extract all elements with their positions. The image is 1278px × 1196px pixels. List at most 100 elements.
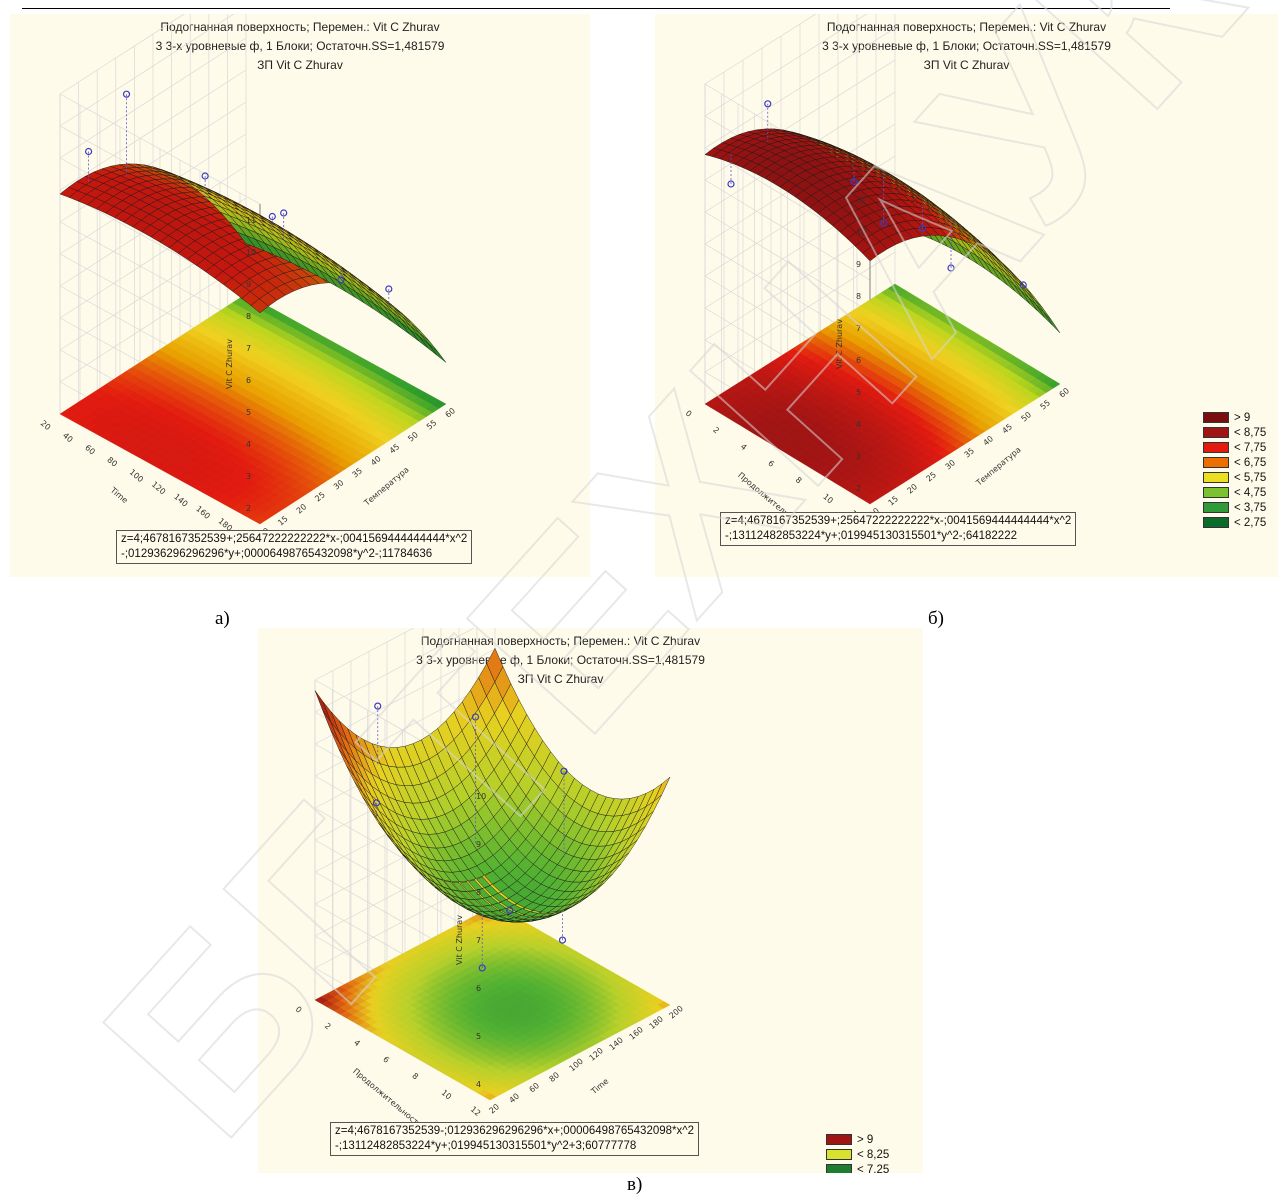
equation-box-c: z=4;4678167352539-;012936296296296*x+;00… bbox=[330, 1122, 700, 1156]
z-tick-label: 11 bbox=[856, 196, 866, 205]
legend-label: < 4,75 bbox=[1234, 486, 1267, 499]
observed-points bbox=[84, 90, 393, 304]
z-tick-label: 2 bbox=[246, 504, 251, 513]
floor-contour bbox=[59, 293, 447, 525]
x-tick-label: 25 bbox=[313, 490, 327, 503]
legend-entry: < 2,75 bbox=[1203, 515, 1266, 530]
y-axis-label: Time bbox=[108, 485, 130, 505]
legend-label: > 9 bbox=[1234, 411, 1251, 424]
x-tick-label: 60 bbox=[444, 406, 458, 419]
z-tick-label: 9 bbox=[476, 840, 481, 849]
legend-swatch bbox=[1203, 502, 1229, 513]
data-point bbox=[201, 172, 209, 180]
data-point bbox=[374, 702, 382, 710]
chart-panel-c: Подогнанная поверхность; Перемен.: Vit C… bbox=[258, 628, 923, 1173]
y-tick-label: 2 bbox=[323, 1021, 333, 1031]
x-tick-label: 35 bbox=[963, 446, 977, 459]
legend-entry: > 9 bbox=[1203, 410, 1266, 425]
x-tick-label: 55 bbox=[425, 418, 439, 431]
x-tick-label: 45 bbox=[1001, 422, 1015, 435]
surface bbox=[704, 128, 1061, 334]
y-tick-label: 40 bbox=[61, 431, 75, 444]
y-tick-label: 0 bbox=[684, 409, 694, 419]
x-tick-label: 25 bbox=[925, 470, 939, 483]
legend-entry: < 6,75 bbox=[1203, 455, 1266, 470]
legend-label: > 9 bbox=[857, 1133, 874, 1146]
y-tick-label: 60 bbox=[83, 443, 97, 456]
z-tick-label: 4 bbox=[476, 1080, 481, 1089]
surface-cell bbox=[428, 343, 447, 363]
data-point bbox=[268, 212, 276, 221]
legend-label: < 8,25 bbox=[857, 1148, 890, 1161]
data-point bbox=[506, 906, 514, 914]
caption-c: в) bbox=[627, 1174, 643, 1195]
x-tick-label: 80 bbox=[548, 1070, 562, 1083]
z-tick-label: 8 bbox=[856, 292, 861, 301]
z-tick-label: 10 bbox=[246, 248, 256, 257]
x-tick-label: 45 bbox=[388, 442, 402, 455]
x-tick-label: 20 bbox=[906, 482, 920, 495]
equation-box-a: z=4;4678167352539+;25647222222222*x-;004… bbox=[116, 530, 473, 564]
y-tick-label: 6 bbox=[766, 459, 776, 469]
y-tick-label: 8 bbox=[794, 475, 804, 485]
surface-plot-b: 2345678910111015202530354045505560024681… bbox=[684, 14, 1071, 534]
data-point bbox=[727, 180, 735, 188]
z-tick-label: 10 bbox=[476, 792, 486, 801]
legend-entry: < 8,25 bbox=[826, 1147, 889, 1162]
legend-swatch bbox=[1203, 412, 1229, 423]
legend-swatch bbox=[826, 1134, 852, 1145]
z-tick-label: 8 bbox=[476, 888, 481, 897]
y-tick-label: 160 bbox=[194, 504, 211, 521]
x-tick-label: 40 bbox=[982, 434, 996, 447]
top-rule bbox=[22, 8, 1170, 9]
equation-b-line-1: z=4;4678167352539+;25647222222222*x-;004… bbox=[725, 515, 1072, 527]
x-tick-label: 55 bbox=[1039, 398, 1053, 411]
z-tick-label: 5 bbox=[856, 388, 861, 397]
legend-label: < 5,75 bbox=[1234, 471, 1267, 484]
data-point bbox=[850, 178, 858, 186]
z-tick-label: 5 bbox=[476, 1032, 481, 1041]
z-tick-label: 4 bbox=[856, 420, 861, 429]
x-tick-label: 50 bbox=[1020, 410, 1034, 423]
y-tick-label: 20 bbox=[39, 419, 53, 432]
legend-swatch bbox=[1203, 442, 1229, 453]
legend-label: < 7,75 bbox=[1234, 441, 1267, 454]
data-point bbox=[372, 799, 381, 807]
x-tick-label: 30 bbox=[332, 478, 346, 491]
legend-swatch bbox=[1203, 472, 1229, 483]
y-tick-label: 8 bbox=[410, 1071, 420, 1081]
y-tick-label: 4 bbox=[352, 1038, 362, 1048]
z-axis-label: Vit C Zhurav bbox=[455, 915, 464, 965]
equation-c-line-2: -;13112482853224*y+;019945130315501*y^2+… bbox=[335, 1140, 637, 1152]
data-point bbox=[764, 100, 772, 108]
z-axis-label: Vit C Zhurav bbox=[835, 319, 844, 369]
x-tick-label: 15 bbox=[887, 494, 901, 507]
legend-b: > 9 < 8,75 < 7,75 < 6,75 < 5,75 < 4,75 < 3,75 <… bbox=[1203, 410, 1266, 530]
chart-panel-b: Подогнанная поверхность; Перемен.: Vit C… bbox=[655, 14, 1278, 577]
data-point bbox=[280, 209, 288, 217]
y-tick-label: 4 bbox=[739, 442, 749, 452]
legend-label: < 7,25 bbox=[857, 1163, 890, 1174]
x-tick-label: 20 bbox=[295, 502, 309, 515]
data-point bbox=[478, 964, 486, 972]
surface-cell bbox=[1043, 312, 1061, 334]
data-point bbox=[880, 219, 888, 227]
y-tick-label: 6 bbox=[381, 1055, 391, 1065]
data-point bbox=[918, 224, 927, 232]
legend-c: > 9 < 8,25 < 7,25 bbox=[826, 1132, 889, 1173]
y-tick-label: 2 bbox=[711, 425, 721, 435]
caption-a: а) bbox=[215, 608, 230, 629]
legend-entry: < 5,75 bbox=[1203, 470, 1266, 485]
chart-a-title-1: Подогнанная поверхность; Перемен.: Vit C… bbox=[160, 20, 440, 34]
y-tick-label: 80 bbox=[105, 455, 119, 468]
legend-entry: < 8,75 bbox=[1203, 425, 1266, 440]
z-tick-label: 3 bbox=[856, 452, 861, 461]
chart-a-title-3: ЗП Vit C Zhurav bbox=[257, 58, 343, 72]
legend-entry: < 4,75 bbox=[1203, 485, 1266, 500]
chart-c-title-1: Подогнанная поверхность; Перемен.: Vit C… bbox=[420, 634, 701, 648]
z-tick-label: 8 bbox=[246, 312, 251, 321]
z-tick-label: 7 bbox=[476, 936, 481, 945]
legend-label: < 6,75 bbox=[1234, 456, 1267, 469]
floor-contour bbox=[314, 904, 671, 1101]
